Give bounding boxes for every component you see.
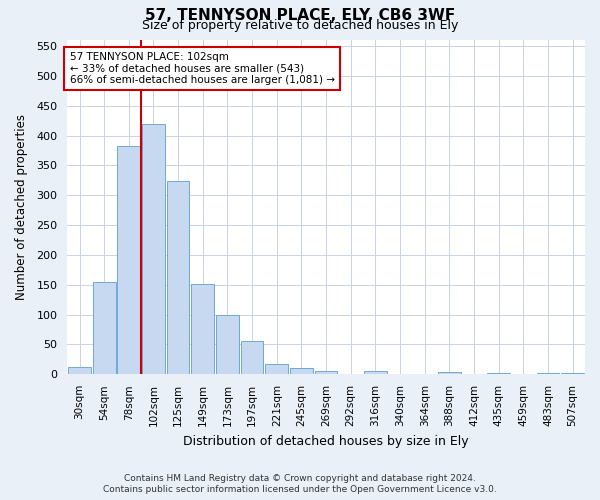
Text: 57 TENNYSON PLACE: 102sqm
← 33% of detached houses are smaller (543)
66% of semi: 57 TENNYSON PLACE: 102sqm ← 33% of detac… [70, 52, 335, 85]
X-axis label: Distribution of detached houses by size in Ely: Distribution of detached houses by size … [183, 434, 469, 448]
Text: 57, TENNYSON PLACE, ELY, CB6 3WF: 57, TENNYSON PLACE, ELY, CB6 3WF [145, 8, 455, 22]
Bar [68, 366, 91, 374]
Bar [216, 314, 239, 374]
Bar [290, 368, 313, 374]
Bar [241, 342, 263, 374]
Text: Size of property relative to detached houses in Ely: Size of property relative to detached ho… [142, 18, 458, 32]
Bar [142, 124, 165, 374]
Bar [315, 372, 337, 374]
Bar [536, 373, 559, 374]
Bar [167, 182, 190, 374]
Bar [438, 372, 461, 374]
Bar [191, 284, 214, 374]
Bar [487, 372, 510, 374]
Bar [364, 372, 387, 374]
Bar [265, 364, 288, 374]
Bar [562, 372, 584, 374]
Text: Contains HM Land Registry data © Crown copyright and database right 2024.
Contai: Contains HM Land Registry data © Crown c… [103, 474, 497, 494]
Bar [118, 146, 140, 374]
Y-axis label: Number of detached properties: Number of detached properties [15, 114, 28, 300]
Bar [93, 282, 116, 374]
